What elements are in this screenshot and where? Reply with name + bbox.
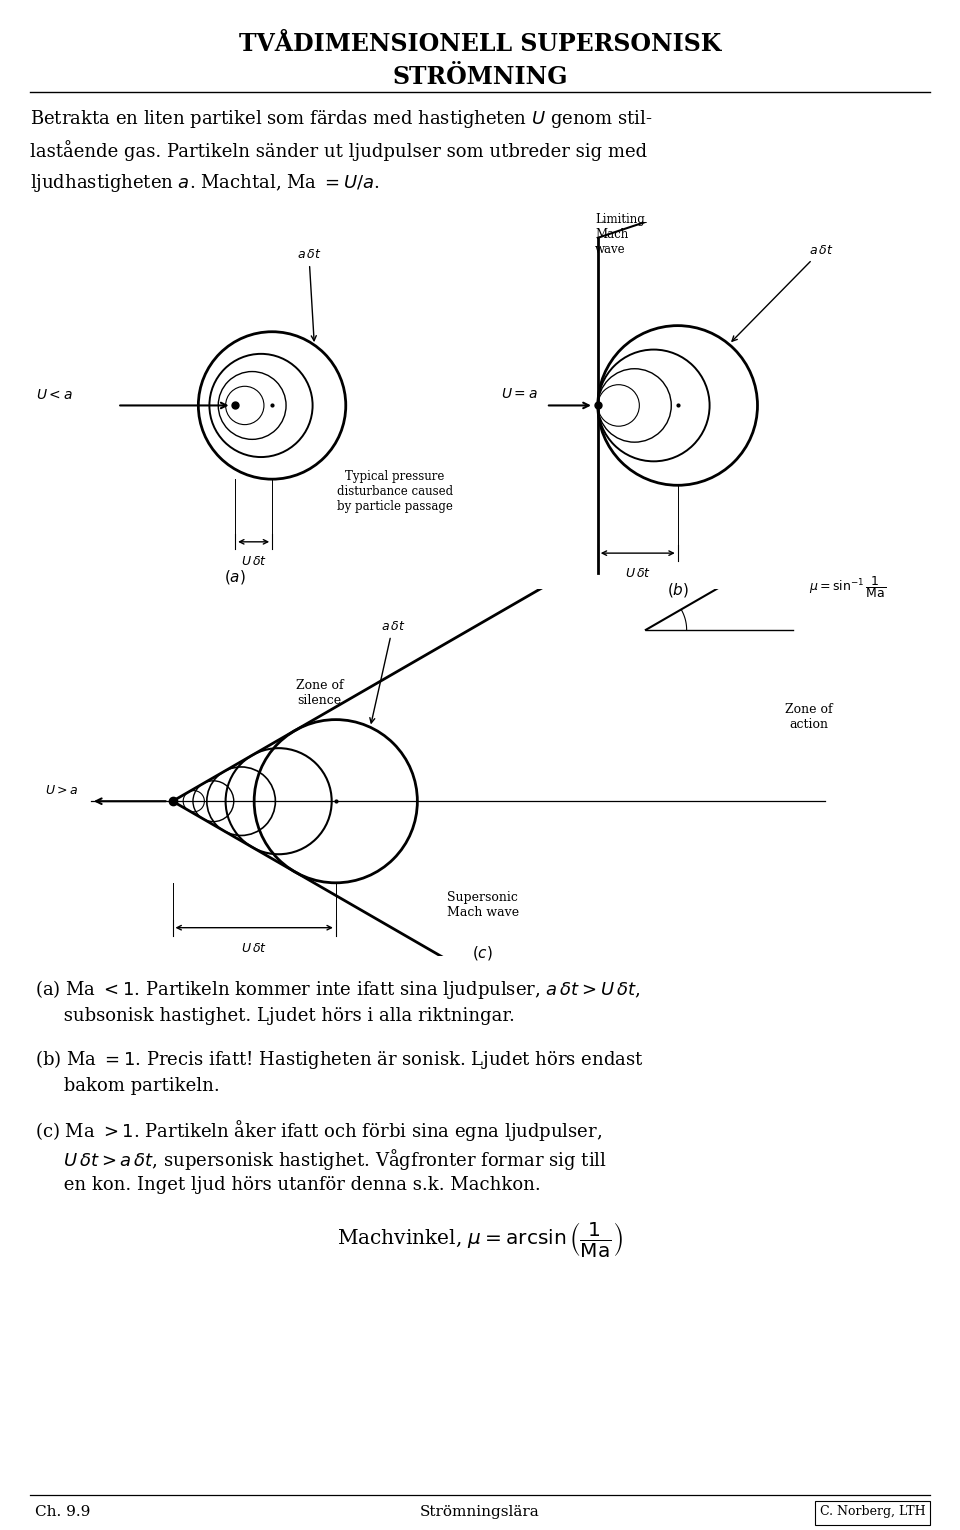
Text: Limiting
Mach
wave: Limiting Mach wave: [595, 213, 645, 256]
Text: (a) Ma $< 1$. Partikeln kommer inte ifatt sina ljudpulser, $a\,\delta t > U\,\de: (a) Ma $< 1$. Partikeln kommer inte ifat…: [35, 978, 640, 1001]
Text: Supersonic
Mach wave: Supersonic Mach wave: [446, 890, 518, 920]
Text: en kon. Inget ljud hörs utanför denna s.k. Machkon.: en kon. Inget ljud hörs utanför denna s.…: [35, 1177, 540, 1193]
Text: $(a)$: $(a)$: [225, 568, 246, 586]
Text: $(b)$: $(b)$: [666, 581, 688, 600]
Text: Strömningslära: Strömningslära: [420, 1506, 540, 1519]
Text: $\mu = \sin^{-1}\dfrac{1}{\mathrm{Ma}}$: $\mu = \sin^{-1}\dfrac{1}{\mathrm{Ma}}$: [809, 574, 886, 600]
Text: Machvinkel, $\mu = \arcsin\left(\dfrac{1}{\mathrm{Ma}}\right)$: Machvinkel, $\mu = \arcsin\left(\dfrac{1…: [337, 1219, 623, 1259]
Text: Zone of
silence: Zone of silence: [296, 679, 344, 707]
Text: (c) Ma $> 1$. Partikeln åker ifatt och förbi sina egna ljudpulser,: (c) Ma $> 1$. Partikeln åker ifatt och f…: [35, 1118, 602, 1143]
Text: $U\,\delta t$: $U\,\delta t$: [241, 555, 267, 568]
Text: subsonisk hastighet. Ljudet hörs i alla riktningar.: subsonisk hastighet. Ljudet hörs i alla …: [35, 1007, 515, 1025]
Text: lastående gas. Partikeln sänder ut ljudpulser som utbreder sig med: lastående gas. Partikeln sänder ut ljudp…: [30, 141, 647, 161]
Text: Zone of
action: Zone of action: [785, 704, 833, 731]
Text: TVÅDIMENSIONELL SUPERSONISK: TVÅDIMENSIONELL SUPERSONISK: [239, 32, 721, 57]
Text: ljudhastigheten $a$. Machtal, Ma $= U/a$.: ljudhastigheten $a$. Machtal, Ma $= U/a$…: [30, 171, 380, 194]
Text: STRÖMNING: STRÖMNING: [393, 64, 567, 89]
Text: Betrakta en liten partikel som färdas med hastigheten $U$ genom stil-: Betrakta en liten partikel som färdas me…: [30, 109, 653, 130]
Text: (b) Ma $= 1$. Precis ifatt! Hastigheten är sonisk. Ljudet hörs endast: (b) Ma $= 1$. Precis ifatt! Hastigheten …: [35, 1048, 644, 1071]
Text: $U\,\delta t$: $U\,\delta t$: [241, 942, 267, 955]
FancyBboxPatch shape: [815, 1501, 930, 1525]
Text: $U < a$: $U < a$: [36, 387, 73, 402]
Text: $U = a$: $U = a$: [501, 387, 538, 401]
Text: $U\,\delta t$: $U\,\delta t$: [625, 568, 651, 580]
Text: bakom partikeln.: bakom partikeln.: [35, 1077, 220, 1095]
Text: $a\,\delta t$: $a\,\delta t$: [370, 620, 405, 724]
Text: $(c)$: $(c)$: [472, 944, 493, 962]
Text: $a\,\delta t$: $a\,\delta t$: [297, 248, 322, 341]
Text: $a\,\delta t$: $a\,\delta t$: [732, 243, 833, 341]
Text: Typical pressure
disturbance caused
by particle passage: Typical pressure disturbance caused by p…: [337, 470, 453, 513]
Text: $U > a$: $U > a$: [45, 785, 79, 797]
Text: Ch. 9.9: Ch. 9.9: [35, 1506, 90, 1519]
Text: $U\,\delta t > a\,\delta t$, supersonisk hastighet. Vågfronter formar sig till: $U\,\delta t > a\,\delta t$, supersonisk…: [35, 1148, 607, 1172]
Text: C. Norberg, LTH: C. Norberg, LTH: [820, 1506, 925, 1518]
